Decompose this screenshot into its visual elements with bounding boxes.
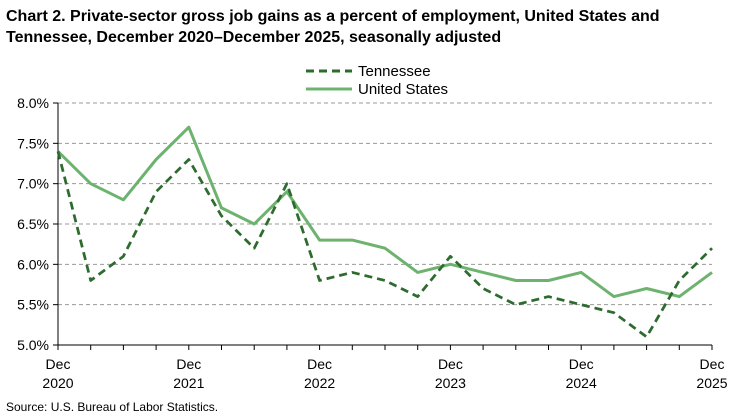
x-tick-label-month: Dec (438, 356, 463, 372)
legend-label: United States (358, 81, 448, 98)
y-tick-label: 7.5% (17, 135, 49, 151)
x-tick-label-month: Dec (176, 356, 201, 372)
x-tick-label-year: 2022 (304, 375, 335, 391)
x-tick-label-month: Dec (569, 356, 594, 372)
x-tick-label-year: 2020 (42, 375, 73, 391)
axes (53, 102, 713, 350)
x-tick-label-month: Dec (307, 356, 332, 372)
series-line-tennessee (56, 151, 713, 339)
x-tick-label-month: Dec (700, 356, 725, 372)
y-tick-label: 6.0% (17, 256, 49, 272)
series-line-united-states (56, 125, 713, 299)
series-lines (56, 125, 713, 339)
x-axis-ticks: Dec 2020 Dec 2021 Dec 2022 Dec 2023 Dec 2024 Dec 20… (42, 356, 727, 391)
y-tick-label: 5.5% (17, 297, 49, 313)
source-note: Source: U.S. Bureau of Labor Statistics. (6, 400, 219, 414)
y-axis-ticks: 8.0% 7.5% 7.0% 6.5% 6.0% 5.5% 5.0% (17, 95, 49, 353)
x-tick-label-month: Dec (46, 356, 71, 372)
x-tick-label-year: 2023 (435, 375, 466, 391)
x-tick-label-year: 2021 (173, 375, 204, 391)
chart-title: Chart 2. Private-sector gross job gains … (6, 8, 660, 46)
x-tick-label-year: 2024 (566, 375, 597, 391)
y-tick-label: 5.0% (17, 337, 49, 353)
legend-label: Tennessee (358, 63, 431, 80)
y-tick-label: 7.0% (17, 176, 49, 192)
y-tick-label: 8.0% (17, 95, 49, 111)
x-tick-label-year: 2025 (696, 375, 727, 391)
y-tick-label: 6.5% (17, 216, 49, 232)
gridlines (58, 102, 712, 306)
